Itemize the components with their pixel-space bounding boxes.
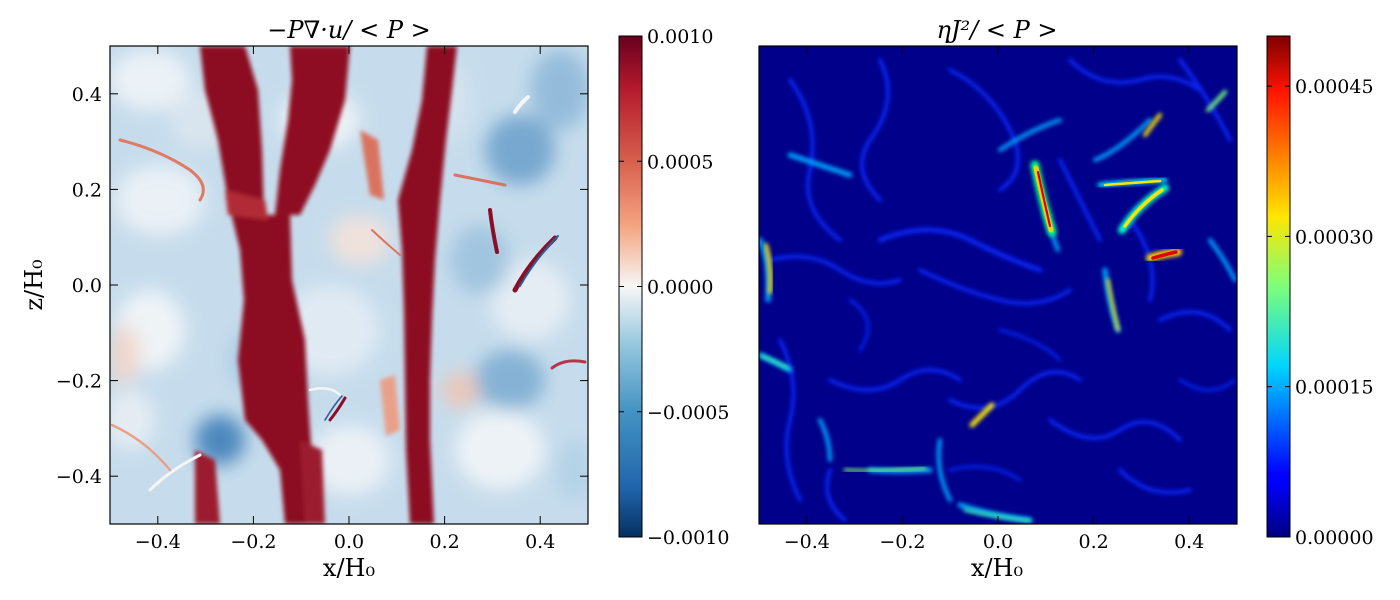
x-tick-labels-right: −0.4 −0.2 0.0 0.2 0.4 xyxy=(784,531,1205,553)
x-tick-label: 0.2 xyxy=(1078,531,1108,553)
panel-right-plot-area xyxy=(758,45,1238,525)
y-tick-label: −0.4 xyxy=(56,466,102,488)
x-axis-label-left: x/H₀ xyxy=(323,554,375,582)
colorbar-left: −0.0010 −0.0005 0.0000 0.0005 0.0010 xyxy=(618,26,729,549)
x-tick-label: 0.4 xyxy=(1174,531,1204,553)
colorbar-tick-label: −0.0005 xyxy=(647,402,729,424)
x-tick-label: 0.0 xyxy=(983,531,1013,553)
colorbar-tick-label: 0.00015 xyxy=(1295,377,1374,399)
colorbar-tick-label: 0.00045 xyxy=(1295,76,1374,98)
x-tick-label: −0.2 xyxy=(879,531,925,553)
y-tick-labels-left: −0.4 −0.2 0.0 0.2 0.4 xyxy=(56,84,102,488)
colorbar-tick-label: −0.0010 xyxy=(647,527,729,549)
chart-title-left: −P∇·u/ < P > xyxy=(267,16,430,44)
heatmap-right xyxy=(759,46,1237,524)
colorbar-tick-label: 0.00030 xyxy=(1295,226,1374,248)
heatmap-left xyxy=(110,46,588,524)
y-tick-label: −0.2 xyxy=(56,371,102,393)
x-tick-label: 0.0 xyxy=(334,531,364,553)
colorbar-ticks-right: 0.00000 0.00015 0.00030 0.00045 xyxy=(1267,76,1374,549)
colorbar-ticks-left: −0.0010 −0.0005 0.0000 0.0005 0.0010 xyxy=(619,26,729,549)
tick-marks-left xyxy=(110,46,588,524)
colorbar-tick-label: 0.00000 xyxy=(1295,527,1374,549)
x-tick-labels-left: −0.4 −0.2 0.0 0.2 0.4 xyxy=(135,531,556,553)
x-tick-label: −0.2 xyxy=(230,531,276,553)
panel-left-plot-area xyxy=(109,45,589,525)
y-tick-label: 0.0 xyxy=(72,275,102,297)
colorbar-tick-label: 0.0010 xyxy=(647,26,713,48)
colorbar-tick-label: 0.0000 xyxy=(647,277,713,299)
chart-title-right: ηJ²/ < P > xyxy=(937,16,1058,44)
colorbar-right: 0.00000 0.00015 0.00030 0.00045 xyxy=(1266,35,1374,549)
y-tick-label: 0.4 xyxy=(72,84,102,106)
x-tick-label: −0.4 xyxy=(784,531,830,553)
y-tick-label: 0.2 xyxy=(72,179,102,201)
x-tick-label: 0.4 xyxy=(525,531,555,553)
x-tick-label: −0.4 xyxy=(135,531,181,553)
y-axis-label-left: z/H₀ xyxy=(20,259,48,310)
x-axis-label-right: x/H₀ xyxy=(971,554,1023,582)
x-tick-label: 0.2 xyxy=(429,531,459,553)
colorbar-tick-label: 0.0005 xyxy=(647,151,713,173)
tick-marks-right xyxy=(806,46,1190,524)
